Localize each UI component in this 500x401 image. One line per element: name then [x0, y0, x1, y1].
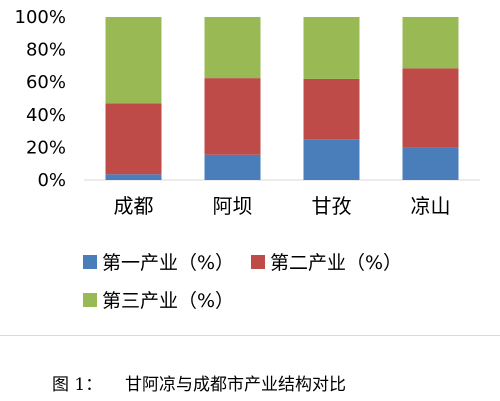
legend-label: 第二产业（%）: [270, 252, 402, 274]
bar-segment: [105, 17, 162, 104]
legend-label: 第三产业（%）: [102, 290, 234, 312]
bar-segment: [204, 154, 261, 180]
x-category-label: 成都: [114, 194, 154, 218]
legend: 第一产业（%） 第二产业（%） 第三产业（%）: [83, 252, 402, 312]
chart-panel: 0% 20% 40% 60% 80% 100% 成都 阿坝 甘孜 凉山 第一产业（%） 第二产业（…: [0, 7, 500, 336]
y-tick-label: 60%: [26, 72, 66, 93]
x-category-label: 阿坝: [213, 194, 253, 218]
bar-segment: [204, 17, 261, 79]
y-tick-label: 20%: [26, 137, 66, 158]
caption-label: 图 1：: [52, 375, 103, 395]
y-tick-label: 80%: [26, 40, 66, 61]
bar-segment: [402, 68, 459, 148]
bar-segment: [303, 17, 360, 79]
category-labels: 成都 阿坝 甘孜 凉山: [114, 194, 451, 218]
y-tick-label: 0%: [37, 170, 66, 191]
caption-text: 甘阿凉与成都市产业结构对比: [125, 375, 346, 395]
bar-segment: [105, 174, 162, 180]
bar-segment: [204, 78, 261, 155]
legend-swatch: [83, 293, 97, 307]
legend-swatch: [83, 255, 97, 269]
bars-group: [105, 17, 459, 180]
figure-caption: 图 1： 甘阿凉与成都市产业结构对比: [52, 370, 346, 395]
x-category-label: 甘孜: [312, 194, 352, 218]
bar-segment: [105, 103, 162, 175]
bar-segment: [303, 78, 360, 140]
stacked-bar-chart: 0% 20% 40% 60% 80% 100% 成都 阿坝 甘孜 凉山 第一产业（%） 第二产业（…: [15, 7, 480, 312]
bar-segment: [303, 139, 360, 180]
legend-label: 第一产业（%）: [102, 252, 234, 274]
y-tick-label: 100%: [15, 7, 66, 28]
y-tick-label: 40%: [26, 105, 66, 126]
legend-swatch: [251, 255, 265, 269]
bar-segment: [402, 147, 459, 180]
bar-segment: [402, 17, 459, 69]
x-category-label: 凉山: [411, 194, 451, 218]
